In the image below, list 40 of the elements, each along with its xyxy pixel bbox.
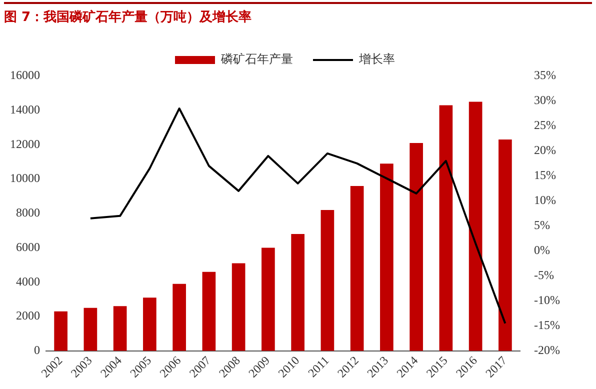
y-tick-label: 16000	[10, 68, 40, 82]
bar	[320, 210, 334, 351]
y2-tick-label: 30%	[534, 93, 556, 108]
bar	[439, 105, 453, 351]
chart-title: 图 7：我国磷矿石年产量（万吨）及增长率	[4, 2, 592, 30]
y-tick-label: 2000	[16, 308, 40, 323]
y2-tick-label: 0%	[534, 243, 550, 258]
y2-tick-label: -20%	[534, 343, 560, 358]
y-tick-label: 10000	[10, 171, 40, 186]
y2-tick-label: 10%	[534, 193, 556, 208]
y-tick-label: 6000	[16, 240, 40, 254]
bar	[410, 142, 423, 351]
y2-tick-label: 20%	[534, 143, 556, 158]
bar	[350, 186, 364, 351]
bar	[54, 311, 68, 351]
bar	[291, 234, 304, 351]
y-tick-label: 0	[34, 343, 40, 358]
y-tick-label: 8000	[16, 206, 40, 220]
y-tick-label: 4000	[16, 274, 40, 288]
y2-tick-label: 5%	[534, 218, 550, 232]
y2-tick-label: -5%	[534, 268, 554, 282]
bar	[498, 140, 512, 351]
legend-label: 增长率	[358, 52, 395, 66]
bar	[232, 263, 246, 351]
bar	[202, 272, 216, 351]
bar	[172, 284, 186, 351]
bar	[262, 248, 275, 351]
y-tick-label: 14000	[10, 102, 40, 117]
y2-tick-label: -15%	[534, 318, 560, 332]
legend-label: 磷矿石年产量	[220, 52, 293, 66]
y2-tick-label: 15%	[534, 168, 556, 182]
bar	[380, 164, 394, 351]
y-tick-label: 12000	[10, 136, 40, 151]
bar	[468, 102, 482, 351]
bar	[143, 298, 156, 351]
y2-tick-label: 25%	[534, 118, 556, 132]
y2-tick-label: -10%	[534, 293, 560, 308]
bar	[113, 306, 127, 351]
bar	[84, 308, 98, 351]
y2-tick-label: 35%	[534, 68, 556, 82]
